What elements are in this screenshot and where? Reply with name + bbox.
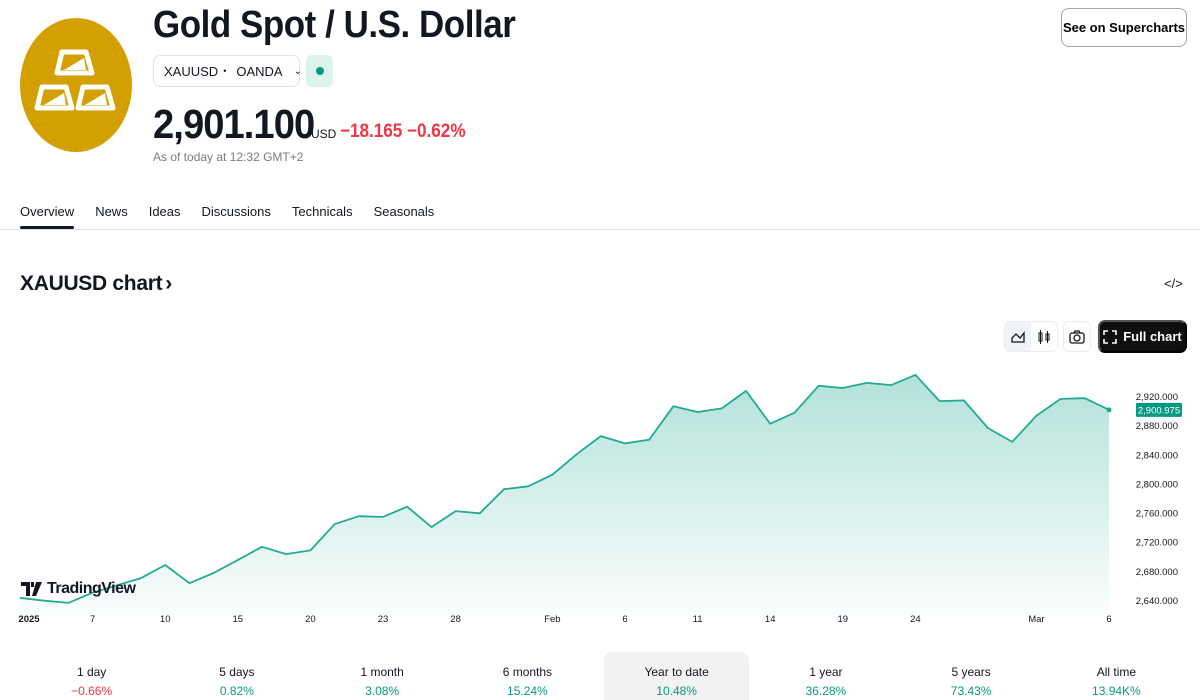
symbol-label: XAUUSD [164,63,219,79]
y-tick-label: 2,920.000 [1136,392,1178,403]
tabs-divider [0,229,1200,230]
period-5-years[interactable]: 5 years 73.43% [899,652,1044,700]
last-price-tag [1136,402,1182,417]
period-change: 0.82% [219,684,254,698]
x-tick-label: 24 [910,614,921,625]
area-chart-button[interactable] [1005,322,1031,351]
camera-icon [1069,329,1085,344]
fullscreen-icon [1103,329,1118,344]
market-open-dot-icon [316,67,324,75]
period-1-year[interactable]: 1 year 36.28% [753,652,898,700]
full-chart-label: Full chart [1123,329,1182,344]
x-tick-label: 15 [233,614,244,625]
x-tick-label: 2025 [18,614,40,625]
gold-logo [20,18,132,152]
price-area-fill [20,374,1109,615]
area-chart-icon [1011,330,1025,343]
period-change: 13.94K% [1092,684,1141,698]
section-tabs: Overview News Ideas Discussions Technica… [20,204,435,229]
tab-ideas[interactable]: Ideas [148,204,181,219]
change-value: −18.165 [340,121,403,142]
period-label: Year to date [644,665,709,679]
performance-periods: 1 day −0.66% 5 days 0.82% 1 month 3.08% 6 mont… [19,652,1189,700]
period-label: 5 days [219,665,255,679]
x-tick-label: 7 [90,614,95,625]
gold-bars-icon [34,49,116,111]
period-change: 36.28% [805,684,847,698]
price-chart[interactable]: 2,640.000 2,680.000 2,720.000 2,760.000 2,80… [0,355,1200,635]
x-tick-label: 6 [1106,614,1111,625]
chart-type-switcher [1004,321,1058,352]
period-6-months[interactable]: 6 months 15.24% [455,652,600,700]
period-1-month[interactable]: 1 month 3.08% [310,652,455,700]
x-tick-label: 14 [765,614,776,625]
x-tick-label: Feb [544,614,560,625]
x-tick-label: 6 [622,614,627,625]
market-status-badge[interactable] [306,55,333,87]
x-tick-label: 28 [450,614,461,625]
y-tick-label: 2,880.000 [1136,421,1178,432]
chevron-down-icon: ⌄ [293,65,302,77]
period-year-to-date[interactable]: Year to date 10.48% [604,652,750,700]
candlestick-icon [1038,329,1050,344]
snapshot-button[interactable] [1063,321,1091,352]
last-price: 2,901.100 [153,101,315,147]
tab-technicals[interactable]: Technicals [291,204,353,219]
tab-overview[interactable]: Overview [20,204,75,229]
currency-label: USD [311,127,337,141]
period-label: All time [1096,665,1137,679]
y-tick-label: 2,800.000 [1136,479,1178,490]
y-tick-label: 2,680.000 [1136,567,1178,578]
symbol-selector[interactable]: XAUUSD • OANDA ⌄ [153,55,302,87]
chart-title: XAUUSD chart [20,272,163,295]
tab-news[interactable]: News [95,204,128,219]
period-change: 15.24% [507,684,548,698]
y-tick-label: 2,640.000 [1136,596,1178,607]
as-of-timestamp: As of today at 12:32 GMT+2 [153,150,304,164]
period-change: 10.48% [656,684,697,698]
x-tick-label: 19 [838,614,849,625]
page-title: Gold Spot / U.S. Dollar [153,4,516,46]
chart-title-link[interactable]: XAUUSD chart › [20,272,172,296]
embed-code-icon[interactable]: </> [1164,276,1183,291]
x-tick-label: 20 [305,614,316,625]
chevron-right-icon: › [165,272,172,295]
watermark-text: TradingView [47,580,136,597]
y-tick-label: 2,720.000 [1136,538,1178,549]
last-price-tag-label: 2,900.975 [1138,405,1180,416]
period-change: −0.66% [71,684,113,698]
x-tick-label: 11 [693,614,703,625]
period-label: 1 year [809,665,843,679]
x-tick-label: Mar [1028,614,1044,625]
separator: • [223,66,227,76]
period-1-day[interactable]: 1 day −0.66% [19,652,164,700]
tab-seasonals[interactable]: Seasonals [373,204,435,219]
price-line [19,374,1110,604]
last-price-dot [1106,407,1112,413]
full-chart-button[interactable]: Full chart [1098,320,1187,353]
see-on-supercharts-button[interactable]: See on Supercharts [1061,8,1187,47]
period-label: 1 day [76,665,107,679]
period-label: 6 months [502,665,553,679]
candles-chart-button[interactable] [1031,322,1057,351]
x-tick-label: 23 [378,614,389,625]
change-percent: −0.62% [407,121,466,142]
exchange-label: OANDA [236,63,283,79]
period-all-time[interactable]: All time 13.94K% [1044,652,1189,700]
period-change: 3.08% [365,684,400,698]
period-change: 73.43% [950,684,992,698]
price-change: −18.165 −0.62% [340,121,466,143]
y-tick-label: 2,760.000 [1136,509,1178,520]
y-tick-label: 2,840.000 [1136,450,1178,461]
tradingview-logo-icon [21,582,42,596]
period-5-days[interactable]: 5 days 0.82% [164,652,309,700]
x-tick-label: 10 [160,614,171,625]
tab-discussions[interactable]: Discussions [201,204,271,219]
period-label: 5 years [951,665,991,679]
period-label: 1 month [360,665,404,679]
tradingview-watermark: TradingView [21,580,136,598]
